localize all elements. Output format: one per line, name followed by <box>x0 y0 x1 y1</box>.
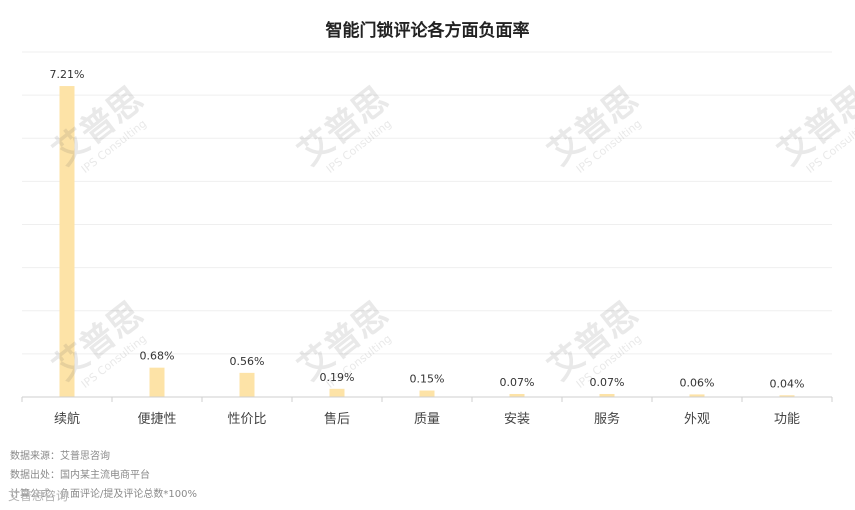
bar-value-label: 0.07% <box>590 376 625 389</box>
bar-value-label: 0.68% <box>140 350 175 363</box>
x-tick-label: 安装 <box>504 412 530 427</box>
bar <box>419 390 435 397</box>
formula-note: 计算公式：负面评论/提及评论总数*100% <box>10 489 197 500</box>
x-tick-label: 服务 <box>594 411 620 427</box>
grid-lines <box>22 51 832 355</box>
x-tick-label: 便捷性 <box>137 412 176 427</box>
origin-note: 数据出处：国内某主流电商平台 <box>10 470 150 481</box>
footer-logo: 艾普思咨询 <box>8 489 69 503</box>
bar-value-label: 0.15% <box>410 373 445 386</box>
x-tick-label: 续航 <box>54 411 80 427</box>
bar <box>329 388 345 397</box>
bar-value-label: 0.19% <box>320 371 355 384</box>
value-labels: 7.21% 0.68% 0.56% 0.19% 0.15% 0.07% 0.07% 0.06%… <box>50 68 805 390</box>
x-tick-label: 外观 <box>684 412 710 427</box>
x-tick-label: 性价比 <box>227 412 266 427</box>
bar <box>239 372 255 397</box>
bar <box>59 86 75 397</box>
chart-notes: 数据来源：艾普思咨询 数据出处：国内某主流电商平台 计算公式：负面评论/提及评论… <box>10 447 197 504</box>
bar <box>599 393 615 397</box>
bar-value-label: 0.04% <box>770 377 805 390</box>
bars <box>59 86 795 397</box>
bar-value-label: 7.21% <box>50 68 85 81</box>
bar-value-label: 0.56% <box>230 355 265 368</box>
chart-title: 智能门锁评论各方面负面率 <box>325 21 530 41</box>
bar <box>149 367 165 397</box>
x-tick-label: 功能 <box>774 412 800 427</box>
bar <box>689 394 705 397</box>
bar <box>509 393 525 397</box>
bar-value-label: 0.06% <box>680 376 715 389</box>
x-tick-label: 售后 <box>324 411 350 427</box>
x-axis: 续航 便捷性 性价比 售后 质量 安装 服务 外观 功能 <box>21 396 833 427</box>
bar-value-label: 0.07% <box>500 376 535 389</box>
bar <box>779 395 795 397</box>
x-tick-label: 质量 <box>414 412 440 427</box>
source-note: 数据来源：艾普思咨询 <box>10 451 110 462</box>
